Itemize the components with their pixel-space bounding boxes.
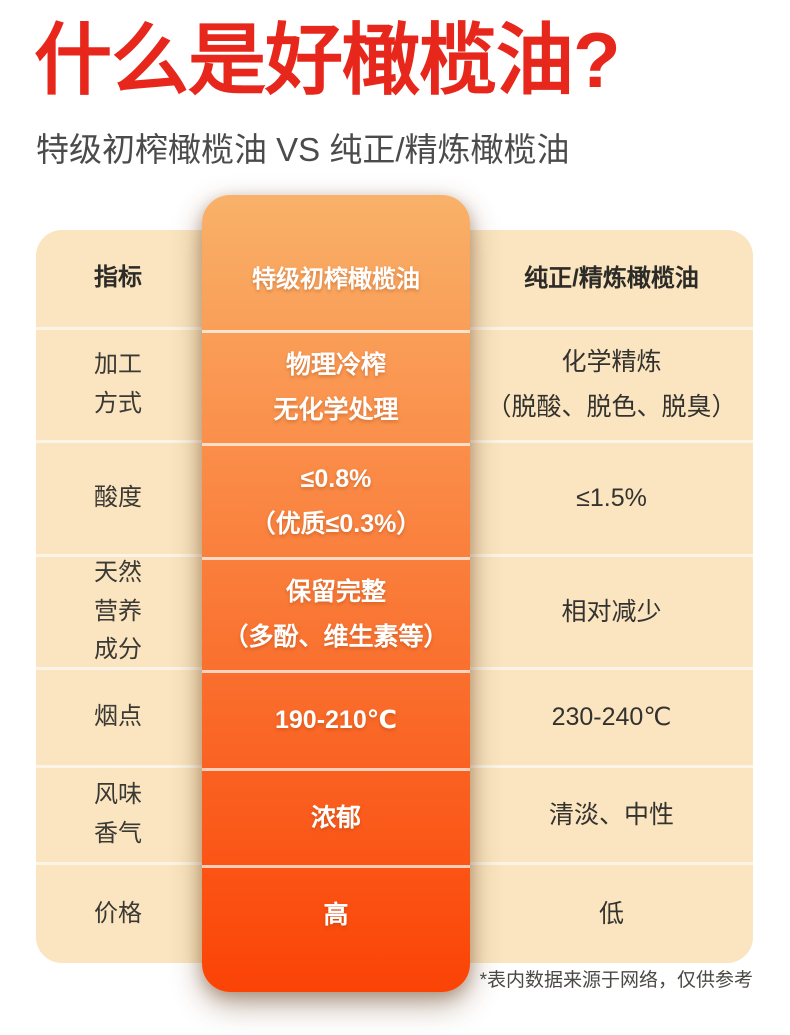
refined-value: 低 bbox=[598, 899, 624, 928]
evoo-value-acidity: ≤0.8% （优质≤0.3%） bbox=[202, 443, 470, 557]
column-header-indicator: 指标 bbox=[94, 264, 142, 292]
row-label: 天然 营养 成分 bbox=[94, 558, 142, 664]
column-header-refined: 纯正/精炼橄榄油 bbox=[524, 264, 699, 292]
row-label: 风味 香气 bbox=[94, 781, 142, 847]
evoo-column: 特级初榨橄榄油 物理冷榨 无化学处理 ≤0.8% （优质≤0.3%） 保留完整 … bbox=[202, 195, 470, 992]
row-label: 加工 方式 bbox=[94, 351, 142, 417]
evoo-bottom-pad bbox=[202, 963, 470, 992]
evoo-value-nutrients: 保留完整 （多酚、维生素等） bbox=[202, 557, 470, 670]
refined-value: 相对减少 bbox=[561, 597, 662, 626]
evoo-value-price: 高 bbox=[202, 865, 470, 963]
refined-value: ≤1.5% bbox=[576, 484, 647, 512]
refined-value: 化学精炼 （脱酸、脱色、脱臭） bbox=[486, 348, 737, 421]
row-label: 价格 bbox=[94, 899, 142, 927]
page-subtitle: 特级初榨橄榄油 VS 纯正/精炼橄榄油 bbox=[36, 131, 570, 168]
refined-value: 230-240℃ bbox=[551, 703, 672, 731]
evoo-value-processing: 物理冷榨 无化学处理 bbox=[202, 330, 470, 443]
row-label: 酸度 bbox=[94, 484, 142, 512]
row-label: 烟点 bbox=[94, 703, 142, 731]
evoo-top-pad bbox=[202, 195, 470, 230]
refined-value: 清淡、中性 bbox=[548, 800, 674, 829]
page-title: 什么是好橄榄油? bbox=[34, 16, 621, 104]
evoo-column-header: 特级初榨橄榄油 bbox=[252, 266, 420, 294]
evoo-value-smoke-point: 190-210℃ bbox=[202, 670, 470, 768]
evoo-value-flavor: 浓郁 bbox=[202, 768, 470, 865]
footnote: *表内数据来源于网络，仅供参考 bbox=[479, 970, 753, 991]
